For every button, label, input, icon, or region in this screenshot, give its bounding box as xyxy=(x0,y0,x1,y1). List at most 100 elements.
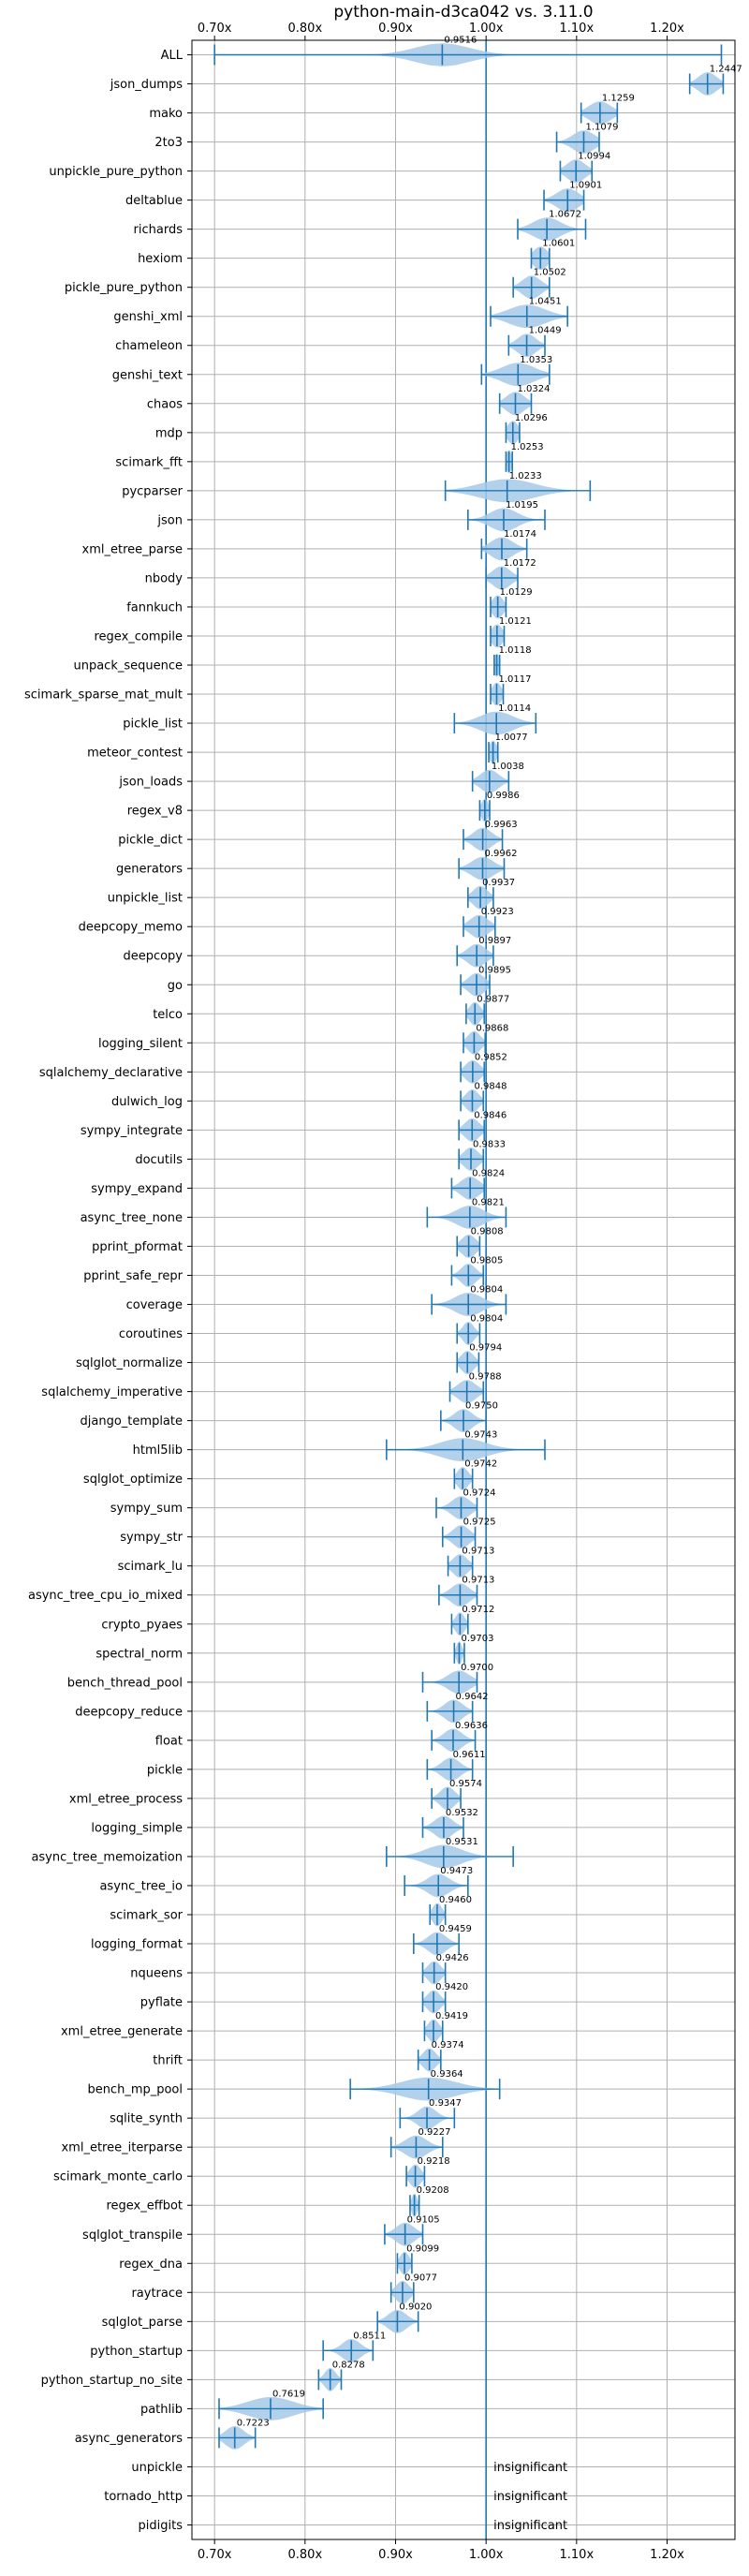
median-value-label: 0.9824 xyxy=(472,1168,505,1178)
median-value-label: 1.0118 xyxy=(499,645,532,656)
median-value-label: 0.9962 xyxy=(484,849,517,859)
benchmark-label: unpickle_list xyxy=(108,892,183,906)
median-value-label: 0.9077 xyxy=(404,2273,437,2283)
benchmark-label: mako xyxy=(149,107,183,121)
median-value-label: 0.9848 xyxy=(474,1081,507,1091)
median-value-label: 0.9937 xyxy=(482,878,515,888)
median-value-label: 0.9897 xyxy=(478,936,511,946)
benchmark-label: raytrace xyxy=(131,2287,183,2301)
median-value-label: 0.7223 xyxy=(237,2418,270,2428)
median-value-label: 1.0451 xyxy=(529,297,562,307)
benchmark-label: xml_etree_iterparse xyxy=(61,2141,183,2155)
benchmark-label: python_startup_no_site xyxy=(41,2374,183,2388)
median-value-label: 0.9713 xyxy=(462,1547,494,1557)
benchmark-label: xml_etree_generate xyxy=(61,2025,183,2039)
median-value-label: 0.9821 xyxy=(472,1197,505,1207)
benchmark-label: fannkuch xyxy=(126,600,183,614)
benchmark-label: async_tree_memoization xyxy=(31,1850,183,1864)
axis-layer: 0.70x 0.70x 0.80x 0.80x 0.90x 0.90x 1.00x 1.00x… xyxy=(187,22,684,2562)
benchmark-label: deepcopy xyxy=(123,950,183,964)
x-tick-label-top: 0.70x xyxy=(198,22,232,36)
benchmark-label: mdp xyxy=(155,426,183,440)
benchmark-label: scimark_sor xyxy=(110,1909,183,1923)
x-tick-label-top: 0.80x xyxy=(288,22,323,36)
benchmark-label: pickle_list xyxy=(123,718,183,732)
median-value-label: 0.9895 xyxy=(478,965,511,975)
benchmark-label: sqlglot_optimize xyxy=(83,1473,183,1487)
median-value-label: 0.9105 xyxy=(407,2214,440,2225)
benchmark-label: thrift xyxy=(153,2054,183,2068)
benchmark-label: unpickle xyxy=(131,2461,183,2475)
x-tick-label-bottom: 1.10x xyxy=(560,2548,595,2562)
median-value-label: 0.9611 xyxy=(453,1750,486,1760)
median-value-label: 1.0353 xyxy=(520,355,552,365)
benchmark-label: bench_thread_pool xyxy=(67,1676,183,1690)
median-value-label: 0.9208 xyxy=(417,2185,449,2196)
median-value-label: 0.9804 xyxy=(470,1314,503,1325)
median-value-label: 0.9877 xyxy=(477,994,509,1004)
median-value-label: 1.0038 xyxy=(492,762,524,772)
benchmark-label: richards xyxy=(134,223,184,237)
median-value-label: 1.0601 xyxy=(542,239,575,249)
violin-layer xyxy=(213,43,725,2450)
median-value-label: 1.0121 xyxy=(499,616,532,627)
benchmark-label: nqueens xyxy=(130,1967,183,1981)
median-value-label: 0.9347 xyxy=(429,2098,462,2109)
benchmark-label: sqlglot_parse xyxy=(102,2316,183,2330)
benchmark-label: crypto_pyaes xyxy=(101,1618,183,1632)
median-value-label: 0.9742 xyxy=(464,1459,497,1470)
median-value-label: 0.9804 xyxy=(470,1285,503,1295)
median-value-label: 0.9099 xyxy=(406,2243,439,2254)
median-value-label: 0.9868 xyxy=(476,1023,508,1033)
median-value-label: 0.9218 xyxy=(418,2156,450,2167)
benchmark-label: coverage xyxy=(126,1298,183,1312)
benchmark-label: async_tree_io xyxy=(99,1879,183,1893)
median-value-label: 0.9712 xyxy=(462,1605,494,1615)
benchmark-label: telco xyxy=(153,1008,183,1022)
benchmark-label: deepcopy_reduce xyxy=(75,1705,183,1719)
median-value-label: 0.9420 xyxy=(435,1982,468,1992)
median-value-label: 0.9703 xyxy=(461,1634,493,1644)
label-layer: ALL0.9516json_dumps1.2447mako1.12592to31… xyxy=(24,36,742,2533)
median-value-label: 1.0195 xyxy=(506,500,538,511)
median-value-label: 0.9642 xyxy=(456,1692,489,1702)
median-value-label: 1.0994 xyxy=(578,152,610,162)
median-value-label: 0.8511 xyxy=(353,2331,386,2341)
median-value-label: 0.9020 xyxy=(399,2302,432,2312)
median-value-label: 0.9700 xyxy=(461,1663,493,1673)
benchmark-label: django_template xyxy=(81,1414,183,1429)
x-tick-label-bottom: 1.20x xyxy=(650,2548,684,2562)
median-value-label: 0.9725 xyxy=(463,1517,496,1528)
median-value-label: 0.9852 xyxy=(475,1052,507,1062)
insignificant-label: insignificant xyxy=(493,2490,567,2504)
median-value-label: 1.1259 xyxy=(602,94,635,104)
benchmark-label: pathlib xyxy=(140,2403,183,2417)
median-value-label: 1.0672 xyxy=(549,210,581,220)
median-value-label: 0.9227 xyxy=(418,2127,450,2138)
x-tick-label-bottom: 0.90x xyxy=(378,2548,413,2562)
benchmark-label: pycparser xyxy=(122,484,183,498)
median-value-label: 0.9531 xyxy=(446,1837,478,1847)
benchmark-label: bench_mp_pool xyxy=(87,2083,183,2097)
benchmark-label: html5lib xyxy=(133,1443,183,1458)
benchmark-label: async_tree_cpu_io_mixed xyxy=(28,1589,183,1603)
benchmark-label: logging_format xyxy=(91,1938,183,1952)
benchmark-label: deltablue xyxy=(125,194,183,208)
x-tick-label-top: 1.10x xyxy=(560,22,595,36)
insignificant-label: insignificant xyxy=(493,2461,567,2475)
benchmark-label: generators xyxy=(116,863,183,877)
median-value-label: 0.9808 xyxy=(471,1226,504,1236)
benchmark-label: nbody xyxy=(145,571,184,585)
median-value-label: 1.0233 xyxy=(509,471,542,481)
benchmark-label: pickle_dict xyxy=(118,834,183,848)
benchmark-label: genshi_xml xyxy=(113,310,183,324)
benchmark-label: pickle xyxy=(147,1763,183,1777)
benchmark-label: sympy_expand xyxy=(91,1182,183,1196)
median-value-label: 0.9532 xyxy=(446,1808,478,1818)
benchmark-label: coroutines xyxy=(119,1327,183,1341)
median-value-label: 1.0174 xyxy=(504,529,536,540)
median-value-label: 1.0449 xyxy=(529,326,562,336)
benchmark-label: xml_etree_parse xyxy=(82,542,183,556)
benchmark-label: async_tree_none xyxy=(81,1211,183,1225)
median-value-label: 0.9374 xyxy=(432,2040,464,2050)
